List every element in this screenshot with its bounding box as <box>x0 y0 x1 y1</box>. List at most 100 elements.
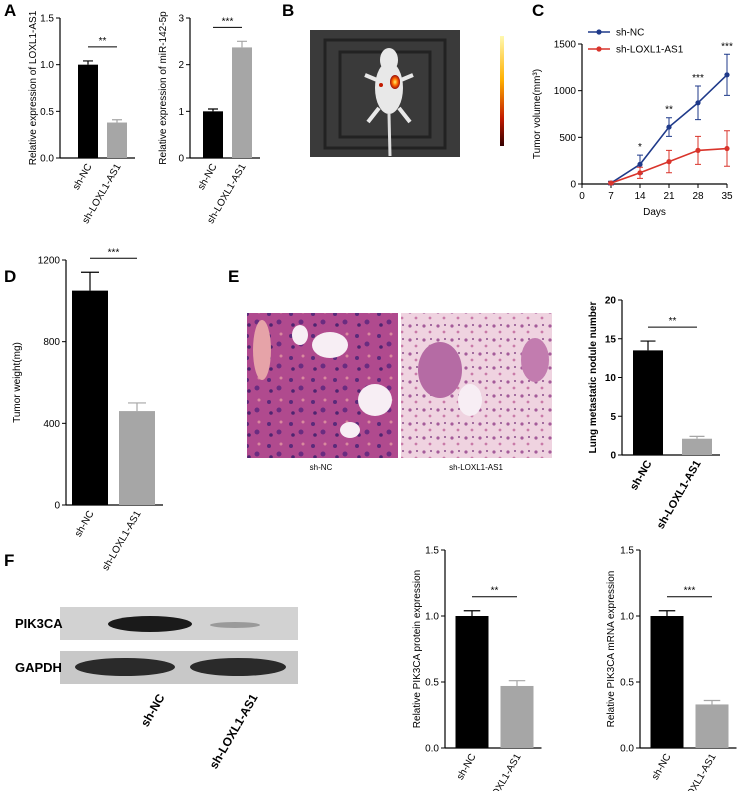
x-tick-label: sh-NC <box>71 162 95 192</box>
y-tick-label: 1.5 <box>40 14 54 25</box>
y-tick-label: 500 <box>559 133 576 144</box>
bar <box>682 438 712 455</box>
significance-label: *** <box>222 16 234 27</box>
y-tick-label: 2 <box>178 60 184 71</box>
y-axis-label: Relative expression of miR-142-5p <box>158 11 169 165</box>
bar <box>203 111 223 158</box>
y-axis-label: Lung metastatic nodule number <box>588 302 599 454</box>
bioluminescence-image <box>310 30 504 157</box>
y-tick-label: 15 <box>605 334 617 345</box>
y-tick-label: 5 <box>610 412 616 423</box>
y-tick-label: 1.0 <box>40 60 54 71</box>
histology-caption: sh-LOXL1-AS1 <box>449 463 503 472</box>
western-blot <box>60 607 298 684</box>
y-tick-label: 0.5 <box>40 107 54 118</box>
y-tick-label: 0.0 <box>40 154 54 165</box>
y-tick-label: 3 <box>178 14 184 25</box>
data-point <box>608 180 614 186</box>
y-tick-label: 1 <box>178 107 184 118</box>
x-tick-label: sh-LOXL1-AS1 <box>655 459 704 532</box>
data-point <box>724 72 730 78</box>
panel-label: C <box>532 1 544 20</box>
x-axis-label: Days <box>643 207 666 218</box>
y-axis-label: Relative PIK3CA protein expression <box>412 570 423 728</box>
bar <box>72 290 108 505</box>
x-tick-label: sh-LOXL1-AS1 <box>100 509 143 573</box>
y-tick-label: 1.0 <box>620 612 634 623</box>
y-tick-label: 0 <box>178 154 184 165</box>
bar <box>633 350 663 455</box>
legend-marker <box>596 46 602 52</box>
blot-row-label: GAPDH <box>15 660 62 675</box>
data-point <box>695 100 701 106</box>
error-bar <box>703 699 721 705</box>
blot-lane-label: sh-NC <box>138 691 168 729</box>
x-tick-label: sh-NC <box>628 458 655 492</box>
y-axis-label: Tumor volume(mm³) <box>532 69 543 159</box>
blot-row-label: PIK3CA <box>15 616 63 631</box>
data-point <box>637 170 643 176</box>
y-tick-label: 1.5 <box>425 546 439 557</box>
significance-label: ** <box>491 586 499 597</box>
y-tick-label: 0.5 <box>425 678 439 689</box>
bar <box>78 64 98 158</box>
y-tick-label: 20 <box>605 296 617 307</box>
bar <box>695 704 729 748</box>
y-tick-label: 1200 <box>38 256 61 267</box>
x-tick-label: 14 <box>634 191 646 202</box>
y-axis-label: Relative expression of LOXL1-AS1 <box>28 10 39 165</box>
panel-label: F <box>4 551 14 570</box>
x-tick-label: sh-LOXL1-AS1 <box>675 752 718 791</box>
legend-marker <box>596 29 602 35</box>
error-bar <box>689 435 705 439</box>
x-tick-label: sh-NC <box>455 752 479 782</box>
data-point <box>666 124 672 130</box>
data-point <box>666 159 672 165</box>
bar <box>119 411 155 505</box>
x-tick-label: sh-NC <box>650 752 674 782</box>
significance-label: * <box>638 142 642 153</box>
error-bar <box>658 610 676 616</box>
panel-label: D <box>4 267 16 286</box>
y-tick-label: 1500 <box>554 40 577 51</box>
x-tick-label: sh-NC <box>73 509 97 539</box>
y-tick-label: 0.5 <box>620 678 634 689</box>
data-point <box>724 145 730 152</box>
x-tick-label: sh-LOXL1-AS1 <box>480 752 523 791</box>
bar <box>500 685 534 748</box>
significance-label: *** <box>721 41 733 52</box>
error-bar <box>237 40 247 48</box>
bar <box>232 47 252 158</box>
error-bar <box>640 340 656 351</box>
legend-label: sh-LOXL1-AS1 <box>616 45 684 56</box>
bar <box>107 122 127 158</box>
significance-label: ** <box>99 36 107 47</box>
y-axis-label: Tumor weight(mg) <box>12 342 23 423</box>
panel-label: B <box>282 1 294 20</box>
significance-label: ** <box>669 316 677 327</box>
blot-lane-label: sh-LOXL1-AS1 <box>206 691 260 771</box>
error-bar <box>463 610 481 616</box>
error-bar <box>81 271 99 291</box>
panel-label: E <box>228 267 239 286</box>
error-bar <box>208 108 218 112</box>
y-tick-label: 0.0 <box>425 744 439 755</box>
x-tick-label: 7 <box>608 191 614 202</box>
error-bar <box>83 60 93 65</box>
significance-label: *** <box>692 73 704 84</box>
y-tick-label: 10 <box>605 373 617 384</box>
y-tick-label: 1.0 <box>425 612 439 623</box>
histology-caption: sh-NC <box>310 463 333 472</box>
histology-images <box>247 313 552 458</box>
x-tick-label: 21 <box>663 191 675 202</box>
y-tick-label: 400 <box>43 419 60 430</box>
x-tick-label: sh-NC <box>196 162 220 192</box>
error-bar <box>128 402 146 412</box>
legend-label: sh-NC <box>616 28 644 39</box>
x-tick-label: 35 <box>721 191 733 202</box>
panel-label: A <box>4 1 16 20</box>
y-tick-label: 1000 <box>554 86 577 97</box>
y-axis-label: Relative PIK3CA mRNA expression <box>606 571 617 728</box>
y-tick-label: 0 <box>570 180 576 191</box>
